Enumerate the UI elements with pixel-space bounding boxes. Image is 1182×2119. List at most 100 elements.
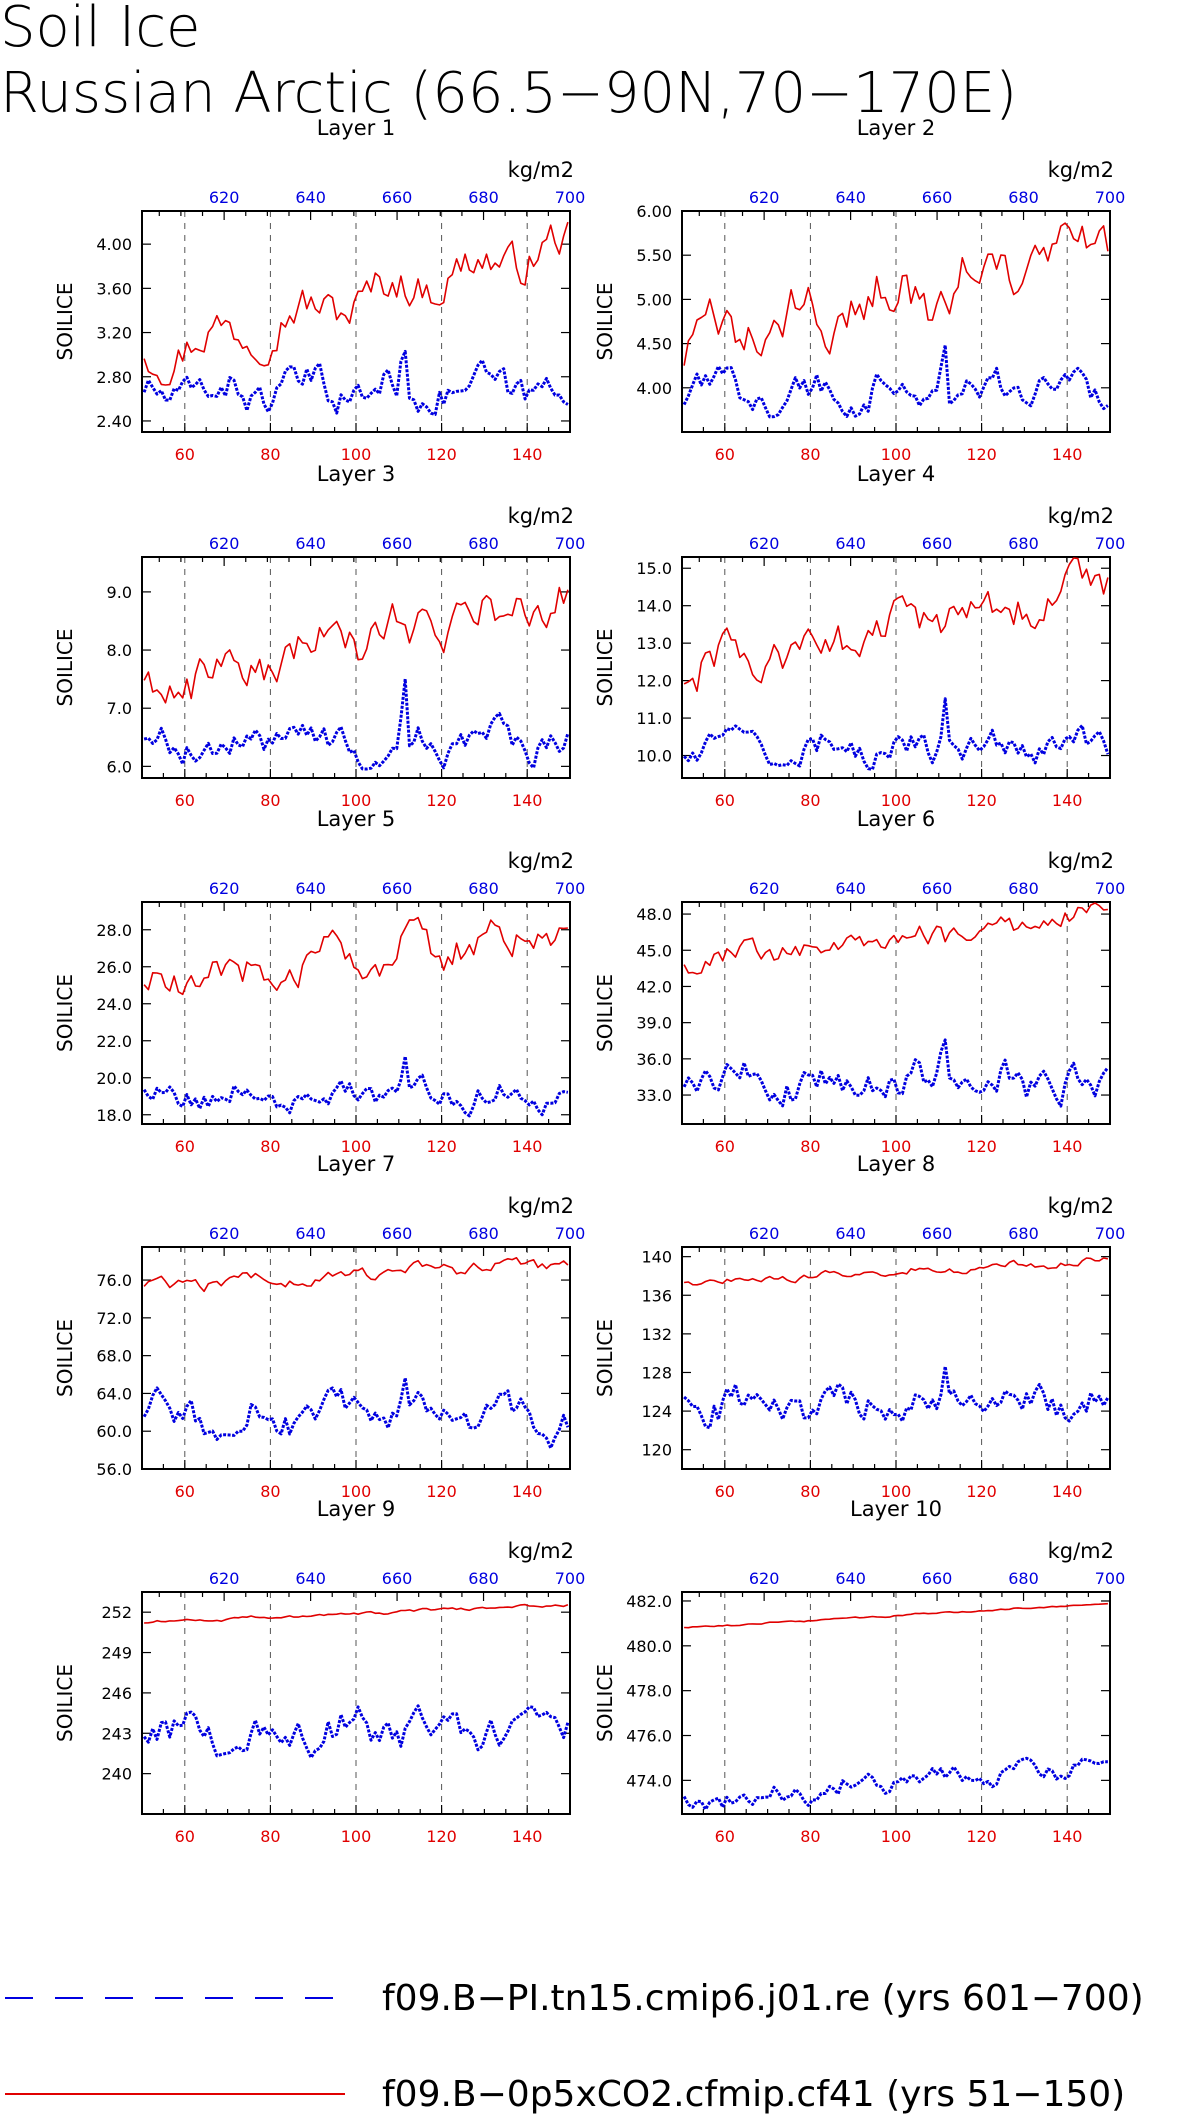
- x-tick-label-bottom: 120: [966, 1482, 997, 1501]
- y-tick-label: 24.0: [96, 995, 132, 1014]
- series-line-control: [682, 1756, 1108, 1811]
- x-tick-label-bottom: 140: [512, 445, 543, 464]
- units-label: kg/m2: [508, 1194, 574, 1218]
- y-tick-label: 42.0: [636, 977, 672, 996]
- x-tick-label-top: 620: [749, 879, 780, 898]
- y-tick-label: 7.0: [107, 699, 132, 718]
- x-tick-label-bottom: 140: [512, 791, 543, 810]
- x-tick-label-top: 700: [555, 188, 586, 207]
- panel-title: Layer 1: [317, 116, 396, 140]
- x-tick-label-bottom: 140: [1052, 791, 1083, 810]
- x-tick-label-top: 700: [1095, 879, 1126, 898]
- x-tick-label-bottom: 80: [800, 1482, 820, 1501]
- y-tick-label: 132: [641, 1325, 672, 1344]
- panel-title: Layer 8: [857, 1152, 936, 1176]
- y-tick-label: 476.0: [626, 1727, 672, 1746]
- series-line-control: [142, 1704, 570, 1760]
- x-tick-label-bottom: 100: [881, 445, 912, 464]
- units-label: kg/m2: [1048, 504, 1114, 528]
- y-tick-label: 64.0: [96, 1384, 132, 1403]
- panels: Layer 1 kg/m2 60 80 100 120 140 620 640 660 680 700…: [53, 116, 1125, 1846]
- y-tick-label: 480.0: [626, 1637, 672, 1656]
- y-tick-label: 6.0: [107, 757, 132, 776]
- y-axis-label: SOILICE: [593, 283, 617, 361]
- x-tick-label-bottom: 120: [426, 1482, 457, 1501]
- x-tick-label-top: 640: [835, 879, 866, 898]
- series-line-experiment: [684, 1602, 1108, 1629]
- panel-8: Layer 8 kg/m2 60 80 100 120 140 620 640 660 680 700…: [593, 1152, 1125, 1501]
- x-tick-label-top: 640: [835, 1569, 866, 1588]
- series-line-control: [142, 1054, 569, 1118]
- series-line-control: [683, 697, 1110, 771]
- x-tick-label-top: 620: [209, 534, 240, 553]
- y-tick-label: 28.0: [96, 921, 132, 940]
- x-tick-label-bottom: 60: [715, 1482, 735, 1501]
- x-tick-label-bottom: 60: [175, 1827, 195, 1846]
- y-axis-label: SOILICE: [593, 974, 617, 1052]
- y-tick-label: 72.0: [96, 1309, 132, 1328]
- x-tick-label-bottom: 60: [175, 445, 195, 464]
- x-tick-label-bottom: 80: [260, 1482, 280, 1501]
- panel-title: Layer 3: [317, 462, 396, 486]
- y-tick-label: 120: [641, 1441, 672, 1460]
- y-tick-label: 124: [641, 1402, 672, 1421]
- x-tick-label-top: 700: [1095, 534, 1126, 553]
- y-tick-label: 6.00: [636, 202, 672, 221]
- y-tick-label: 26.0: [96, 958, 132, 977]
- x-tick-label-top: 660: [382, 1569, 413, 1588]
- y-axis-label: SOILICE: [593, 1319, 617, 1397]
- x-tick-label-bottom: 120: [426, 1827, 457, 1846]
- x-tick-label-top: 620: [209, 1569, 240, 1588]
- x-tick-label-top: 680: [1008, 1569, 1039, 1588]
- y-tick-label: 36.0: [636, 1050, 672, 1069]
- x-tick-label-top: 620: [749, 534, 780, 553]
- y-tick-label: 20.0: [96, 1069, 132, 1088]
- y-tick-label: 45.0: [636, 941, 672, 960]
- x-tick-label-top: 660: [382, 1224, 413, 1243]
- series-line-experiment: [143, 1257, 569, 1293]
- figure-title-line1: Soil Ice: [0, 0, 200, 60]
- x-tick-label-top: 640: [295, 879, 326, 898]
- x-tick-label-bottom: 120: [426, 1137, 457, 1156]
- x-tick-label-bottom: 80: [800, 1827, 820, 1846]
- y-tick-label: 14.0: [636, 597, 672, 616]
- x-tick-label-top: 640: [835, 1224, 866, 1243]
- x-tick-label-bottom: 140: [512, 1827, 543, 1846]
- x-tick-label-top: 680: [1008, 1224, 1039, 1243]
- x-tick-label-bottom: 80: [800, 445, 820, 464]
- legend-item: f09.B−PI.tn15.cmip6.j01.re (yrs 601−700): [5, 1978, 1144, 2019]
- y-tick-label: 33.0: [636, 1086, 672, 1105]
- y-tick-label: 10.0: [636, 747, 672, 766]
- panel-title: Layer 4: [857, 462, 936, 486]
- x-tick-label-bottom: 140: [1052, 1482, 1083, 1501]
- y-tick-label: 48.0: [636, 905, 672, 924]
- y-tick-label: 13.0: [636, 634, 672, 653]
- x-tick-label-top: 640: [835, 534, 866, 553]
- y-tick-label: 4.50: [636, 335, 672, 354]
- series-line-experiment: [683, 557, 1109, 693]
- panel-1: Layer 1 kg/m2 60 80 100 120 140 620 640 660 680 700…: [53, 116, 585, 464]
- panel-title: Layer 9: [317, 1497, 396, 1521]
- panel-6: Layer 6 kg/m2 60 80 100 120 140 620 640 660 680 700…: [593, 807, 1125, 1156]
- y-tick-label: 12.0: [636, 672, 672, 691]
- x-tick-label-bottom: 120: [426, 445, 457, 464]
- x-tick-label-bottom: 60: [175, 791, 195, 810]
- x-tick-label-top: 660: [922, 188, 953, 207]
- y-tick-label: 128: [641, 1363, 672, 1382]
- series-line-control: [142, 349, 569, 416]
- series-line-control: [682, 343, 1109, 419]
- y-tick-label: 76.0: [96, 1271, 132, 1290]
- y-tick-label: 246: [101, 1684, 132, 1703]
- x-tick-label-bottom: 100: [881, 1482, 912, 1501]
- units-label: kg/m2: [508, 158, 574, 182]
- series-line-experiment: [143, 221, 569, 386]
- y-tick-label: 15.0: [636, 559, 672, 578]
- x-tick-label-bottom: 60: [715, 791, 735, 810]
- x-tick-label-bottom: 140: [1052, 1137, 1083, 1156]
- series-line-experiment: [683, 902, 1108, 975]
- x-tick-label-bottom: 100: [341, 445, 372, 464]
- legend-label: f09.B−PI.tn15.cmip6.j01.re (yrs 601−700): [382, 1978, 1144, 2019]
- y-tick-label: 5.00: [636, 290, 672, 309]
- y-tick-label: 3.60: [96, 279, 132, 298]
- legend-item: f09.B−0p5xCO2.cfmip.cf41 (yrs 51−150): [5, 2074, 1125, 2115]
